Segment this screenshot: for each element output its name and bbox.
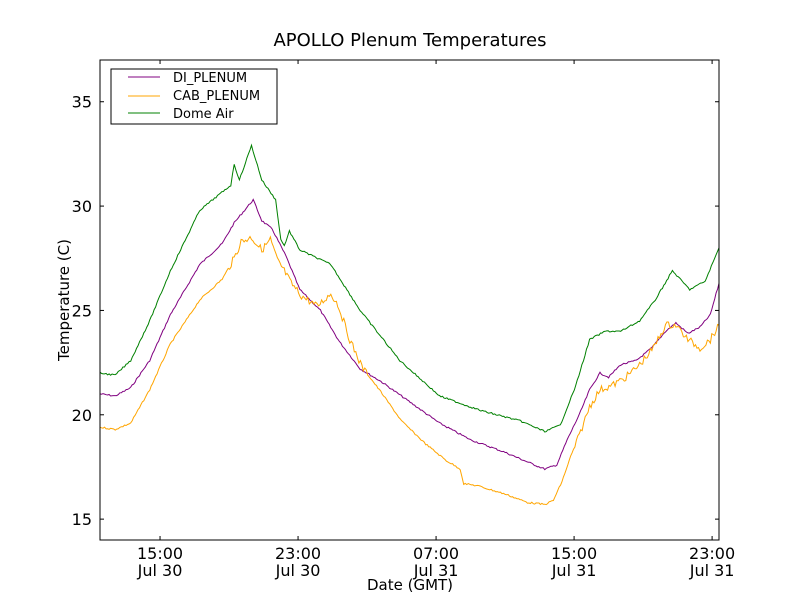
x-tick-label-time: 15:00 [551,544,597,563]
legend: DI_PLENUM CAB_PLENUM Dome Air [110,68,278,125]
series-layer [100,143,719,506]
y-tick-label: 35 [72,93,92,112]
series-line-dome-air [100,143,719,433]
x-tick-label-time: 23:00 [689,544,735,563]
y-tick-label: 15 [72,510,92,529]
chart-title: APOLLO Plenum Temperatures [273,30,546,51]
x-tick-label-time: 07:00 [413,544,459,563]
x-tick-label-time: 23:00 [275,544,321,563]
x-tick-label-date: Jul 30 [275,561,321,580]
plot-frame [99,59,720,541]
legend-label-dome-air: Dome Air [173,107,234,122]
x-tick-label-time: 15:00 [137,544,183,563]
x-axis-label: Date (GMT) [367,576,453,594]
series-line-cab-plenum [100,235,719,506]
y-tick-label: 30 [72,197,92,216]
legend-label-cab-plenum: CAB_PLENUM [173,89,260,104]
legend-label-di-plenum: DI_PLENUM [173,71,247,86]
y-tick-label: 25 [72,301,92,320]
x-tick-label-date: Jul 31 [413,561,459,580]
x-tick-label-date: Jul 30 [137,561,183,580]
y-axis-label: Temperature (C) [55,239,73,362]
y-tick-label: 20 [72,406,92,425]
x-tick-label-date: Jul 31 [689,561,735,580]
series-line-di-plenum [100,198,719,471]
x-tick-label-date: Jul 31 [551,561,597,580]
